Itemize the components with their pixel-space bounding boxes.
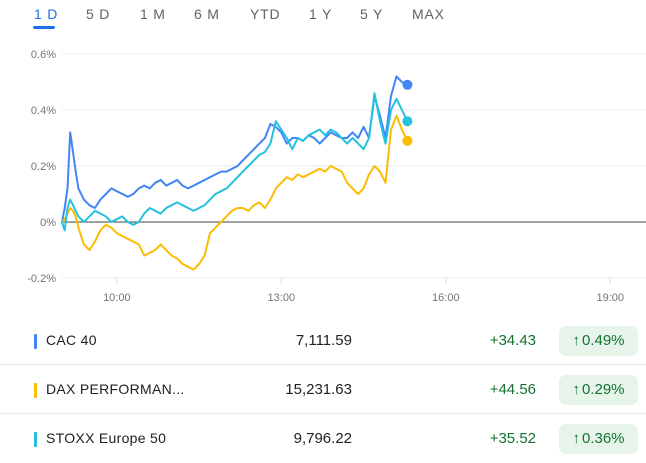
chart-series (61, 75, 413, 271)
series-color-swatch (34, 383, 37, 398)
tab-5d[interactable]: 5 D (86, 6, 111, 22)
series-end-point-1 (402, 135, 413, 146)
x-tick-label: 16:00 (432, 292, 460, 304)
index-price: 9,796.22 (293, 430, 352, 447)
index-change: +35.52 (489, 430, 536, 447)
index-name: STOXX Europe 50 (46, 430, 167, 446)
quote-row-dax[interactable]: DAX PERFORMAN... 15,231.63 +44.56 ↑ 0.29% (0, 365, 646, 414)
series-end-point-2 (402, 116, 413, 127)
y-tick-label: -0.2% (27, 273, 56, 285)
percent-change: 0.29% (581, 381, 625, 398)
x-tick-label: 13:00 (268, 292, 296, 304)
quote-row-stoxx50[interactable]: STOXX Europe 50 9,796.22 +35.52 ↑ 0.36% (0, 414, 646, 463)
tab-1y[interactable]: 1 Y (309, 6, 333, 22)
index-name: DAX PERFORMAN... (46, 381, 185, 397)
series-end-point-0 (402, 79, 413, 90)
series-color-swatch (34, 432, 37, 447)
quote-list: CAC 40 7,111.59 +34.43 ↑ 0.49% DAX PERFOR… (0, 316, 646, 463)
series-line-2 (61, 92, 409, 232)
series-color-swatch (34, 334, 37, 349)
arrow-up-icon: ↑ (572, 430, 580, 447)
quote-row-cac40[interactable]: CAC 40 7,111.59 +34.43 ↑ 0.49% (0, 316, 646, 365)
y-tick-label: 0.6% (31, 49, 56, 61)
active-tab-indicator (33, 26, 55, 29)
y-tick-label: 0.2% (31, 161, 56, 173)
chart-grid (62, 53, 646, 284)
percent-change-badge: ↑ 0.36% (559, 424, 638, 454)
arrow-up-icon: ↑ (572, 381, 580, 398)
percent-change-badge: ↑ 0.49% (559, 326, 638, 356)
percent-change: 0.49% (581, 332, 625, 349)
index-name: CAC 40 (46, 332, 97, 348)
tab-1m[interactable]: 1 M (140, 6, 166, 22)
tab-1d[interactable]: 1 D (34, 6, 59, 22)
tab-6m[interactable]: 6 M (194, 6, 220, 22)
time-range-tabs: 1 D 5 D 1 M 6 M YTD 1 Y 5 Y MAX (0, 0, 646, 34)
series-line-0 (61, 75, 409, 223)
index-price: 7,111.59 (295, 332, 352, 349)
y-tick-label: 0.4% (31, 105, 56, 117)
tab-ytd[interactable]: YTD (250, 6, 281, 22)
chart-ticks: 0.6% 0.4% 0.2% 0% -0.2% 10:00 13:00 16:00 19:00 (27, 49, 624, 304)
percent-change-badge: ↑ 0.29% (559, 375, 638, 405)
index-change: +34.43 (489, 332, 536, 349)
y-tick-label: 0% (40, 217, 56, 229)
tab-5y[interactable]: 5 Y (360, 6, 384, 22)
tab-max[interactable]: MAX (412, 6, 445, 22)
price-chart[interactable]: 0.6% 0.4% 0.2% 0% -0.2% 10:00 13:00 16:00 19:00 (0, 34, 646, 310)
index-price: 15,231.63 (285, 381, 352, 398)
arrow-up-icon: ↑ (572, 332, 580, 349)
index-change: +44.56 (489, 381, 536, 398)
series-line-1 (61, 114, 409, 271)
x-tick-label: 10:00 (103, 292, 131, 304)
percent-change: 0.36% (581, 430, 625, 447)
x-tick-label: 19:00 (597, 292, 625, 304)
